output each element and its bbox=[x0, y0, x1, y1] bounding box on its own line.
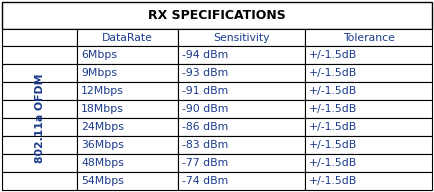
Bar bbox=[2, 82, 77, 100]
Bar bbox=[305, 82, 432, 100]
Bar bbox=[2, 172, 77, 190]
Bar bbox=[77, 64, 178, 82]
Text: -93 dBm: -93 dBm bbox=[182, 68, 229, 78]
Text: 24Mbps: 24Mbps bbox=[81, 122, 124, 132]
Bar bbox=[305, 46, 432, 64]
Text: -86 dBm: -86 dBm bbox=[182, 122, 229, 132]
Text: RX SPECIFICATIONS: RX SPECIFICATIONS bbox=[148, 9, 286, 22]
Text: Tolerance: Tolerance bbox=[342, 33, 395, 43]
Bar bbox=[77, 172, 178, 190]
Text: +/-1.5dB: +/-1.5dB bbox=[309, 158, 358, 168]
Bar bbox=[2, 2, 432, 29]
Bar bbox=[77, 82, 178, 100]
Bar bbox=[2, 100, 77, 118]
Bar bbox=[2, 118, 77, 136]
Bar bbox=[305, 64, 432, 82]
Text: 18Mbps: 18Mbps bbox=[81, 104, 124, 114]
Text: 9Mbps: 9Mbps bbox=[81, 68, 117, 78]
Text: +/-1.5dB: +/-1.5dB bbox=[309, 122, 358, 132]
Text: +/-1.5dB: +/-1.5dB bbox=[309, 104, 358, 114]
Bar bbox=[178, 29, 305, 46]
Bar bbox=[305, 118, 432, 136]
Text: -90 dBm: -90 dBm bbox=[182, 104, 229, 114]
Text: DataRate: DataRate bbox=[102, 33, 153, 43]
Text: -91 dBm: -91 dBm bbox=[182, 86, 229, 96]
Bar bbox=[178, 118, 305, 136]
Text: 36Mbps: 36Mbps bbox=[81, 140, 124, 150]
Bar bbox=[178, 82, 305, 100]
Text: -94 dBm: -94 dBm bbox=[182, 50, 229, 60]
Bar bbox=[2, 154, 77, 172]
Bar bbox=[305, 100, 432, 118]
Text: +/-1.5dB: +/-1.5dB bbox=[309, 50, 358, 60]
Bar bbox=[2, 46, 77, 64]
Bar bbox=[2, 136, 77, 154]
Bar bbox=[77, 29, 178, 46]
Text: +/-1.5dB: +/-1.5dB bbox=[309, 68, 358, 78]
Text: +/-1.5dB: +/-1.5dB bbox=[309, 176, 358, 186]
Bar bbox=[77, 118, 178, 136]
Text: 12Mbps: 12Mbps bbox=[81, 86, 124, 96]
Bar bbox=[2, 29, 77, 46]
Text: 48Mbps: 48Mbps bbox=[81, 158, 124, 168]
Bar bbox=[305, 172, 432, 190]
Bar bbox=[178, 154, 305, 172]
Text: -74 dBm: -74 dBm bbox=[182, 176, 229, 186]
Text: Sensitivity: Sensitivity bbox=[214, 33, 270, 43]
Bar bbox=[178, 64, 305, 82]
Bar bbox=[305, 154, 432, 172]
Text: +/-1.5dB: +/-1.5dB bbox=[309, 86, 358, 96]
Bar bbox=[77, 100, 178, 118]
Bar bbox=[77, 46, 178, 64]
Text: -77 dBm: -77 dBm bbox=[182, 158, 229, 168]
Text: -83 dBm: -83 dBm bbox=[182, 140, 229, 150]
Text: 54Mbps: 54Mbps bbox=[81, 176, 124, 186]
Bar bbox=[178, 100, 305, 118]
Bar bbox=[305, 29, 432, 46]
Bar bbox=[178, 172, 305, 190]
Bar bbox=[178, 46, 305, 64]
Text: 6Mbps: 6Mbps bbox=[81, 50, 117, 60]
Bar bbox=[77, 154, 178, 172]
Bar bbox=[305, 136, 432, 154]
Bar bbox=[178, 136, 305, 154]
Bar bbox=[77, 136, 178, 154]
Bar bbox=[2, 64, 77, 82]
Text: 802.11a OFDM: 802.11a OFDM bbox=[35, 73, 45, 163]
Text: +/-1.5dB: +/-1.5dB bbox=[309, 140, 358, 150]
